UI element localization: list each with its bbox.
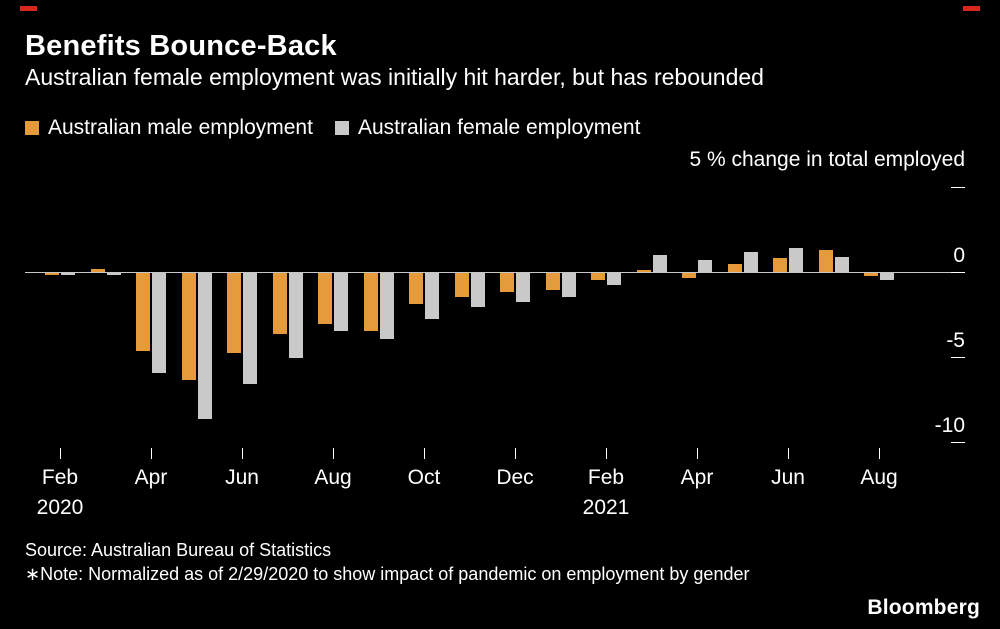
zero-line [25,272,965,273]
bar-female [516,273,530,302]
x-tick-label: Apr [134,466,168,489]
bar-male [818,249,833,272]
legend-label-female: Australian female employment [357,116,641,139]
x-tick-label: Jun [771,466,805,489]
x-axis-tick [332,448,334,459]
bar-female [197,273,212,420]
male-series-swatch [25,121,39,135]
bar-female [652,255,667,272]
bar-male [181,273,196,381]
x-tick-sublabel: 2020 [36,496,84,519]
x-tick-label: Aug [314,466,352,489]
bar-female [152,273,166,374]
legend-label-male: Australian male employment [48,116,313,139]
x-tick-label: Jun [225,466,259,489]
top-left-red-tick [20,6,37,11]
bar-male [773,258,787,272]
legend-item-male: Australian male employment [25,116,313,140]
y-tick-label: -10 [934,414,965,437]
female-series-swatch [334,121,349,135]
bar-female [334,273,348,331]
y-tick-label: 0 [953,244,965,267]
bloomberg-logo: Bloomberg [867,596,980,619]
bar-female [243,273,257,384]
bar-male [227,273,241,353]
x-tick-label: Dec [496,466,534,489]
x-axis-tick [150,448,152,459]
x-axis-tick [605,448,607,459]
bar-male [409,273,423,304]
bar-male [500,273,514,292]
x-axis-tick [696,448,698,459]
y-axis-note: 5 % change in total employed [689,148,965,171]
bar-female [379,273,394,340]
x-axis-tick [423,448,425,459]
bar-male [682,273,696,279]
bar-male [318,273,332,324]
bar-female [743,251,758,272]
y-tick-label: -5 [946,329,965,352]
x-axis-tick [514,448,516,459]
bar-male [591,273,605,280]
legend-item-female: Australian female employment [334,116,641,140]
x-tick-label: Aug [860,466,898,489]
bar-female [789,248,803,272]
y-axis-tick [951,187,965,188]
x-axis-tick [59,448,61,459]
x-tick-label: Feb [587,466,625,489]
bar-female [288,273,303,358]
bar-female [698,260,712,272]
bar-female [880,273,894,280]
bar-male [545,273,560,290]
y-axis-tick [951,272,965,273]
y-axis-tick [951,357,965,358]
bar-male [363,273,378,331]
note-text: ∗Note: Normalized as of 2/29/2020 to sho… [25,564,750,584]
bar-female [561,273,576,297]
legend: Australian male employment Australian fe… [25,116,640,140]
x-tick-sublabel: 2021 [582,496,630,519]
bar-female [425,273,439,319]
bar-male [454,273,469,297]
bar-male [636,270,651,273]
bar-male [272,273,287,335]
chart-subtitle: Australian female employment was initial… [25,64,764,90]
chart-title: Benefits Bounce-Back [25,30,337,62]
y-axis-tick [951,442,965,443]
bar-male [136,273,150,352]
bar-female [607,273,621,285]
bar-female [61,273,75,275]
bar-male [45,273,59,275]
bar-female [106,273,121,275]
bar-male [727,263,742,272]
bar-female [470,273,485,307]
x-axis-tick [787,448,789,459]
source-text: Source: Australian Bureau of Statistics [25,540,332,560]
x-tick-label: Apr [680,466,714,489]
bar-male [90,268,105,272]
x-tick-label: Feb [41,466,79,489]
x-axis-tick [878,448,880,459]
top-right-red-tick [963,6,980,11]
bar-female [834,256,849,272]
x-axis-tick [241,448,243,459]
x-tick-label: Oct [407,466,441,489]
bar-male [864,273,878,277]
